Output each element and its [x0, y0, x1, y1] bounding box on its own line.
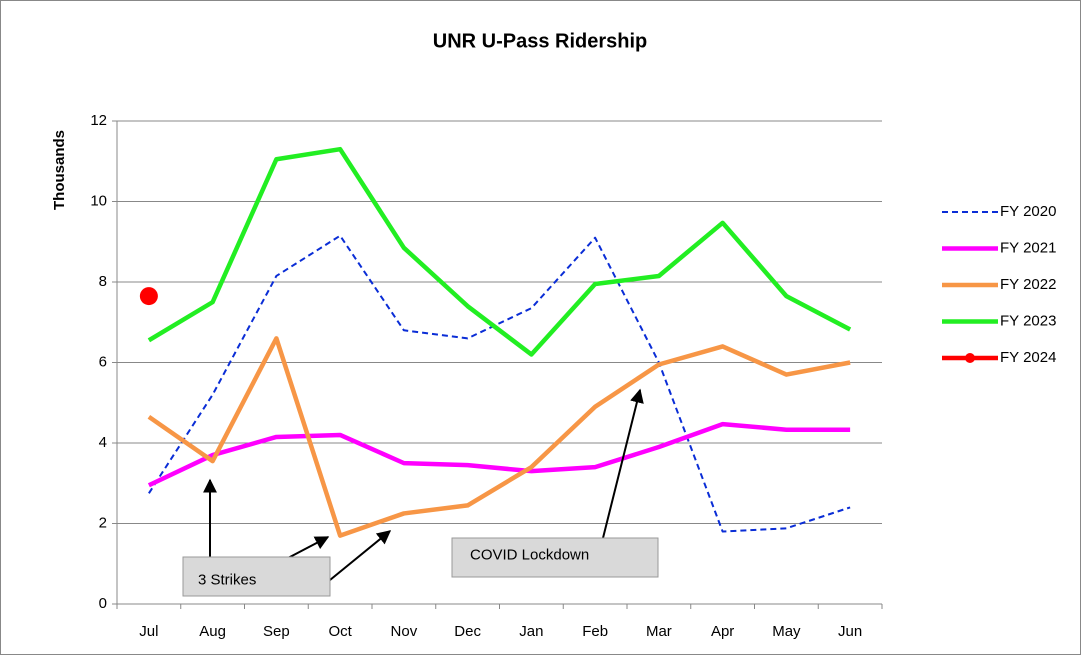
y-tick-label: 4: [99, 434, 107, 451]
legend-marker: [965, 353, 975, 363]
x-tick-label: Jun: [838, 623, 862, 640]
y-tick-label: 12: [90, 112, 107, 129]
annotation-box: [451, 537, 659, 578]
y-axis-label: Thousands: [51, 130, 68, 210]
y-tick-label: 2: [99, 514, 107, 531]
x-tick-label: May: [772, 623, 801, 640]
x-tick-label: Oct: [328, 623, 352, 640]
series-marker: [139, 287, 158, 306]
y-tick-label: 10: [90, 192, 107, 209]
chart-title: UNR U-Pass Ridership: [433, 30, 648, 52]
annotation: COVID Lockdown: [470, 546, 589, 563]
legend-label: FY 2020: [1000, 203, 1056, 220]
x-tick-label: Jul: [139, 623, 158, 640]
y-tick-label: 6: [99, 353, 107, 370]
x-tick-label: Sep: [263, 623, 290, 640]
legend-label: FY 2023: [1000, 312, 1056, 329]
x-tick-label: Mar: [646, 623, 672, 640]
x-tick-label: Dec: [454, 623, 481, 640]
y-tick-label: 0: [99, 595, 107, 612]
legend-label: FY 2022: [1000, 276, 1056, 293]
annotation-arrow: [287, 536, 330, 559]
x-tick-label: Nov: [391, 623, 418, 640]
annotation-arrow: [602, 388, 644, 539]
series-line: [148, 234, 851, 533]
series-line: [147, 336, 851, 538]
series-line: [147, 421, 851, 488]
annotation-box: [182, 556, 331, 597]
annotation-arrow: [329, 530, 392, 581]
annotation: 3 Strikes: [198, 571, 256, 588]
x-tick-label: Aug: [199, 623, 226, 640]
x-tick-label: Apr: [711, 623, 734, 640]
x-tick-label: Feb: [582, 623, 608, 640]
legend-label: FY 2021: [1000, 239, 1056, 256]
x-tick-label: Jan: [519, 623, 543, 640]
y-tick-label: 8: [99, 273, 107, 290]
legend-label: FY 2024: [1000, 349, 1056, 366]
series-line: [147, 146, 852, 357]
